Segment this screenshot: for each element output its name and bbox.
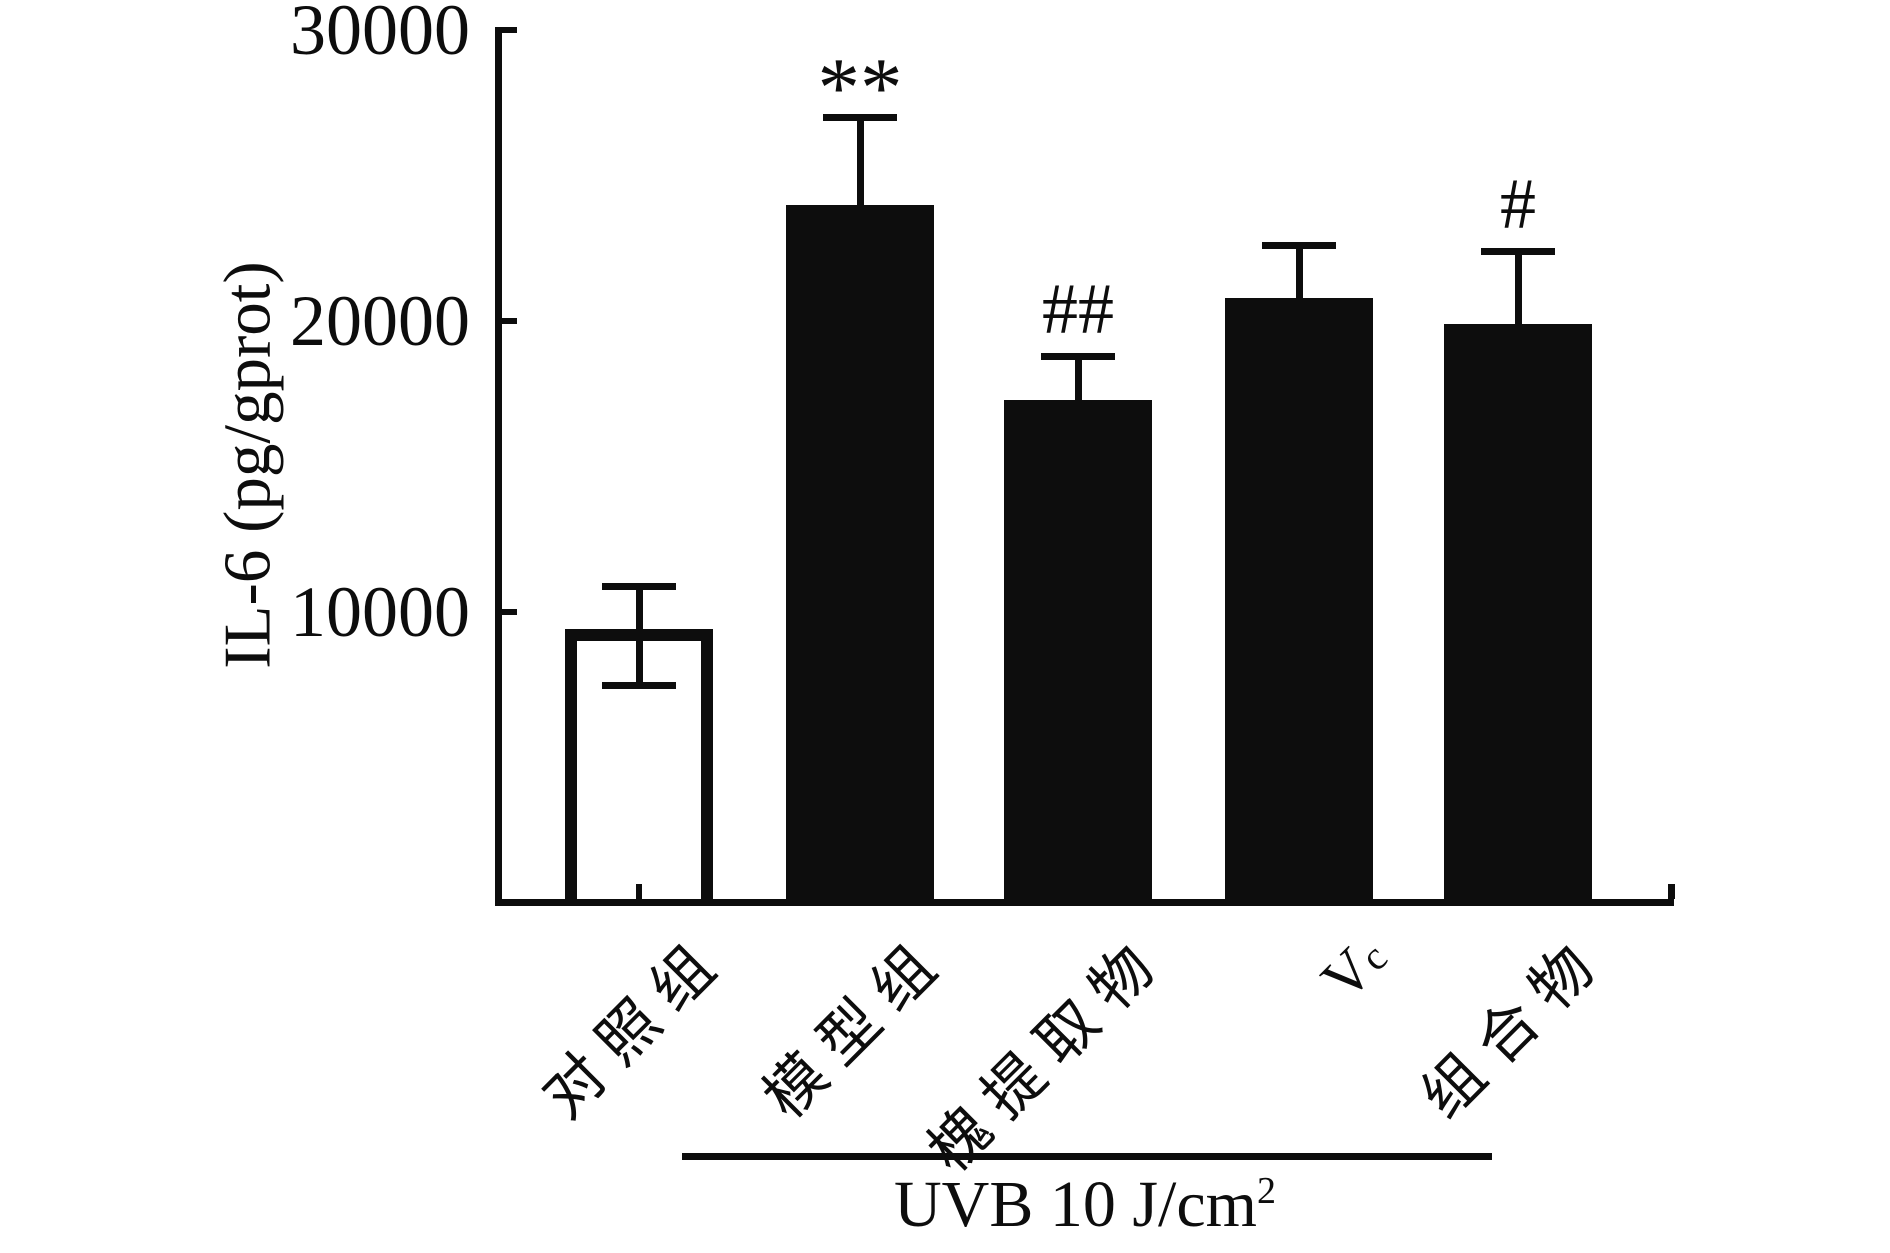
uvb-group-label: UVB 10 J/cm2 [894,1172,1276,1238]
bar-2 [786,205,934,906]
uvb-group-label-text: UVB 10 J/cm [894,1168,1257,1241]
y-tick-label: 30000 [290,0,470,70]
uvb-group-span-line [682,1153,1492,1160]
bar-3 [1004,400,1152,906]
y-tick-label: 10000 [290,572,470,652]
uvb-group-label-superscript: 2 [1257,1170,1276,1212]
error-bar-cap-top [1041,353,1115,360]
x-category-label-5: 组合物 [1409,922,1618,1131]
error-bar-stem [1075,356,1082,404]
error-bar-cap-bottom [602,682,676,689]
x-category-label-3: 槐提取物 [915,922,1178,1185]
y-axis-title: IL-6 (pg/gprot) [210,261,285,669]
y-tick-label: 20000 [290,281,470,361]
y-axis-tick [502,318,517,324]
x-axis-end-tick [1668,884,1675,899]
error-bar-cap-top [1481,248,1555,255]
y-axis-tick [502,27,517,33]
x-category-label-4: Vc [1309,925,1397,1013]
significance-annotation-5: # [1500,164,1536,244]
x-axis-tick [1075,884,1081,899]
x-axis [495,899,1674,906]
error-bar-cap-top [1262,242,1336,249]
x-category-label-2: 模型组 [751,922,960,1131]
error-bar-stem [1515,251,1522,328]
x-axis-tick [636,884,642,899]
error-bar-stem [636,586,643,685]
x-axis-tick [1515,884,1521,899]
error-bar-cap-top [823,114,897,121]
x-axis-tick [857,884,863,899]
bar-4 [1225,298,1373,906]
error-bar-stem [1296,245,1303,302]
x-axis-tick [1296,884,1302,899]
significance-annotation-3: ## [1042,269,1114,349]
x-category-label-1: 对照组 [530,922,739,1131]
error-bar-stem [857,117,864,209]
y-axis [495,27,502,906]
y-axis-tick [502,609,517,615]
significance-annotation-2: ** [817,41,903,135]
bar-5 [1444,324,1592,906]
error-bar-cap-top [602,583,676,590]
